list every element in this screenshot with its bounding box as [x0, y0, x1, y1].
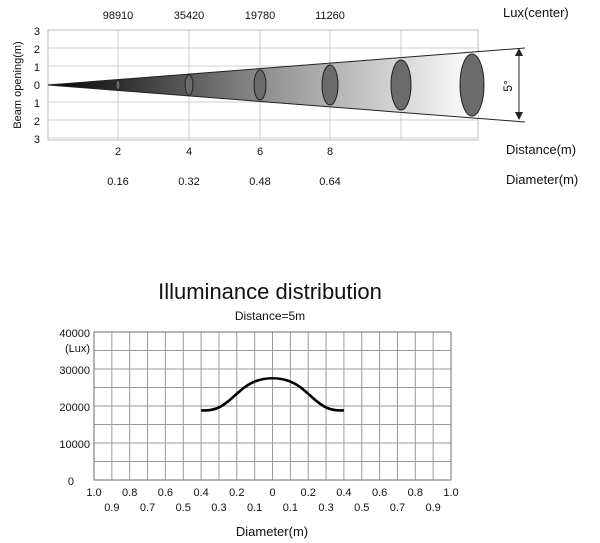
illum-y-tick: 30000 [59, 365, 90, 377]
illum-x-tick-bottom: 0.7 [140, 502, 155, 514]
illum-y-tick: 10000 [59, 439, 90, 451]
illum-x-tick-bottom: 0.3 [211, 502, 226, 514]
beam-angle-label: 5° [501, 80, 515, 92]
illum-x-tick-bottom: 0.3 [318, 502, 333, 514]
illuminance-title: Illuminance distribution [158, 279, 382, 304]
beam-y-tick: 2 [34, 44, 40, 56]
illum-x-tick-top: 0.8 [408, 487, 423, 499]
illum-x-tick-bottom: 0.5 [176, 502, 191, 514]
illum-x-tick-bottom: 0.9 [426, 502, 441, 514]
beam-y-tick: 2 [34, 116, 40, 128]
beam-y-tick: 3 [34, 26, 40, 38]
angle-arrow-bottom [515, 112, 523, 120]
illuminance-subtitle: Distance=5m [235, 309, 305, 323]
illum-x-tick-top: 0.6 [372, 487, 387, 499]
illum-x-ticks-top: 1.0 0.8 0.6 0.4 0.2 0 0.2 0.4 0.6 0.8 1.0 [86, 487, 458, 499]
illum-x-tick-top: 0.4 [336, 487, 351, 499]
illum-x-tick-top: 0 [269, 487, 275, 499]
beam-section-2m [115, 79, 121, 91]
lux-value: 19780 [245, 10, 276, 22]
illum-x-tick-bottom: 0.9 [104, 502, 119, 514]
illum-x-tick-top: 1.0 [86, 487, 101, 499]
illum-y-tick: 40000 [59, 328, 90, 340]
distance-tick: 4 [186, 146, 192, 158]
diameter-value: 0.16 [107, 176, 128, 188]
distance-tick: 8 [327, 146, 333, 158]
illum-x-axis-label: Diameter(m) [236, 524, 308, 539]
beam-section-6m [253, 69, 267, 101]
beam-chart: 5° 3 2 1 0 1 2 3 Beam opening(m) 98910 3… [12, 5, 578, 188]
diameter-value: 0.48 [249, 176, 270, 188]
angle-arrow-top [515, 48, 523, 56]
illum-x-tick-bottom: 0.1 [283, 502, 298, 514]
illum-y-unit-label: (Lux) [65, 343, 90, 355]
illum-x-tick-top: 0.4 [193, 487, 208, 499]
illum-x-tick-top: 0.8 [122, 487, 137, 499]
illum-x-tick-bottom: 0.1 [247, 502, 262, 514]
diameter-value: 0.32 [178, 176, 199, 188]
beam-section-4m [184, 74, 194, 96]
illuminance-gridlines [94, 332, 451, 480]
beam-y-tick: 1 [34, 62, 40, 74]
distance-tick: 2 [115, 146, 121, 158]
lux-value: 35420 [174, 10, 205, 22]
illum-x-tick-top: 0.2 [229, 487, 244, 499]
illum-x-tick-top: 0.6 [158, 487, 173, 499]
lux-value: 11260 [315, 10, 345, 22]
beam-lower-edge [47, 84, 526, 123]
lux-value: 98910 [103, 10, 134, 22]
illum-x-tick-bottom: 0.5 [354, 502, 369, 514]
diameter-value: 0.64 [319, 176, 340, 188]
illuminance-curve [201, 376, 344, 412]
beam-section-10m [390, 59, 412, 111]
illum-y-tick: 0 [68, 476, 74, 488]
lux-center-label: Lux(center) [503, 5, 569, 20]
beam-section-8m [321, 64, 339, 106]
illuminance-plot-frame [93, 331, 452, 481]
diameter-axis-label: Diameter(m) [506, 172, 578, 187]
illum-x-tick-bottom: 0.7 [390, 502, 405, 514]
beam-y-tick: 1 [34, 98, 40, 110]
illum-x-ticks-bottom: 0.9 0.7 0.5 0.3 0.1 0.1 0.3 0.5 0.7 0.9 [104, 502, 441, 514]
distance-axis-label: Distance(m) [506, 142, 576, 157]
illum-y-tick: 20000 [59, 402, 90, 414]
beam-y-axis-label: Beam opening(m) [12, 41, 24, 128]
distance-tick: 6 [257, 146, 263, 158]
beam-section-12m [459, 53, 485, 117]
illum-x-tick-top: 0.2 [301, 487, 316, 499]
beam-y-tick: 3 [34, 134, 40, 146]
illum-x-tick-top: 1.0 [443, 487, 458, 499]
beam-y-tick: 0 [34, 80, 40, 92]
beam-upper-edge [47, 47, 526, 86]
illuminance-chart: Illuminance distribution Distance=5m 400… [59, 279, 458, 539]
